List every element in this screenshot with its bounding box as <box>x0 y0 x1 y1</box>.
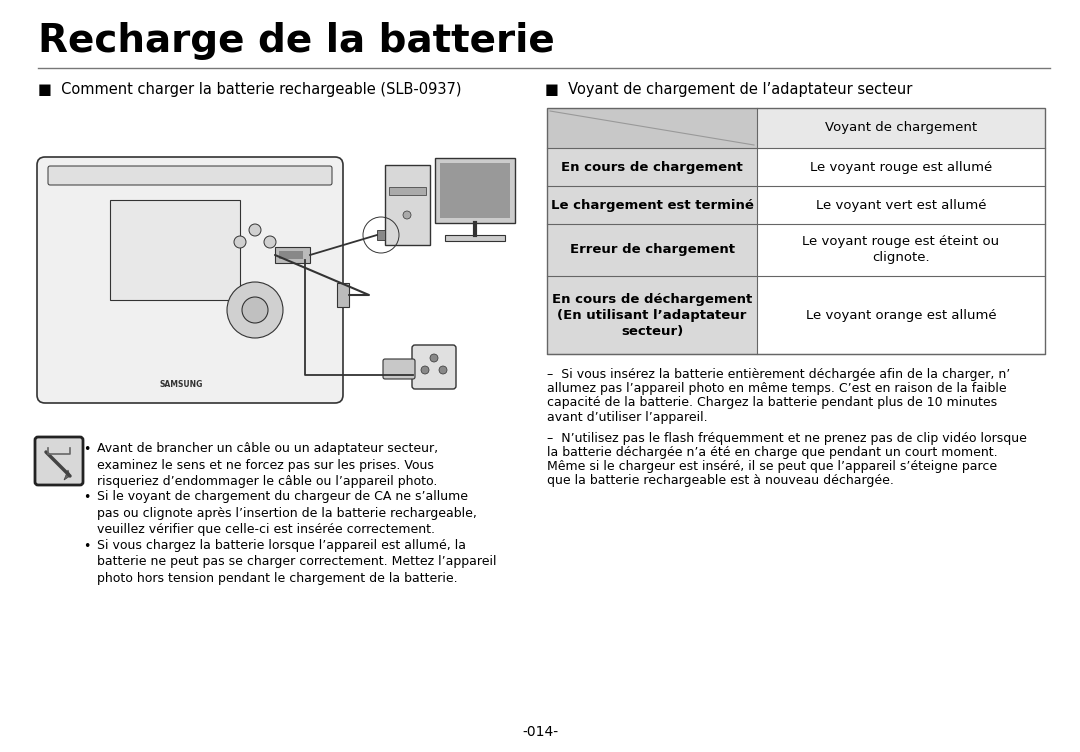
Polygon shape <box>64 470 70 480</box>
Bar <box>546 224 757 276</box>
Text: -014-: -014- <box>522 725 558 739</box>
Text: En cours de déchargement
(En utilisant l’adaptateur
secteur): En cours de déchargement (En utilisant l… <box>552 293 752 338</box>
Bar <box>546 186 757 224</box>
FancyBboxPatch shape <box>275 247 310 263</box>
Bar <box>546 276 757 354</box>
Bar <box>757 276 1045 354</box>
FancyBboxPatch shape <box>383 359 415 379</box>
Bar <box>435 158 515 223</box>
Bar <box>384 165 430 245</box>
Text: Recharge de la batterie: Recharge de la batterie <box>38 22 555 60</box>
Text: Avant de brancher un câble ou un adaptateur secteur,
examinez le sens et ne forc: Avant de brancher un câble ou un adaptat… <box>97 442 438 488</box>
Text: Le voyant rouge est éteint ou
clignote.: Le voyant rouge est éteint ou clignote. <box>802 235 1000 265</box>
Text: Si vous chargez la batterie lorsque l’appareil est allumé, la
batterie ne peut p: Si vous chargez la batterie lorsque l’ap… <box>97 538 497 585</box>
Text: Le chargement est terminé: Le chargement est terminé <box>551 199 754 211</box>
Bar <box>757 224 1045 276</box>
Bar <box>546 108 1045 354</box>
Text: –  Si vous insérez la batterie entièrement déchargée afin de la charger, n’: – Si vous insérez la batterie entièremen… <box>546 368 1010 381</box>
Circle shape <box>264 236 276 248</box>
Circle shape <box>242 297 268 323</box>
Circle shape <box>430 354 438 362</box>
Text: •: • <box>83 491 91 505</box>
Bar <box>445 235 505 241</box>
Text: •: • <box>83 540 91 553</box>
Circle shape <box>438 366 447 374</box>
Text: Même si le chargeur est inséré, il se peut que l’appareil s’éteigne parce: Même si le chargeur est inséré, il se pe… <box>546 460 997 473</box>
Text: Le voyant rouge est allumé: Le voyant rouge est allumé <box>810 160 993 174</box>
Bar <box>279 251 303 259</box>
Circle shape <box>403 211 411 219</box>
Text: Si le voyant de chargement du chargeur de CA ne s’allume
pas ou clignote après l: Si le voyant de chargement du chargeur d… <box>97 490 477 536</box>
Text: Le voyant orange est allumé: Le voyant orange est allumé <box>806 308 997 322</box>
Bar <box>546 108 757 148</box>
Circle shape <box>234 236 246 248</box>
Bar <box>757 148 1045 186</box>
Text: la batterie déchargée n’a été en charge que pendant un court moment.: la batterie déchargée n’a été en charge … <box>546 446 998 459</box>
Circle shape <box>227 282 283 338</box>
Text: Erreur de chargement: Erreur de chargement <box>569 244 734 256</box>
FancyBboxPatch shape <box>35 437 83 485</box>
Text: Le voyant vert est allumé: Le voyant vert est allumé <box>815 199 986 211</box>
FancyBboxPatch shape <box>411 345 456 389</box>
Bar <box>389 187 426 195</box>
Circle shape <box>421 366 429 374</box>
Text: allumez pas l’appareil photo en même temps. C’est en raison de la faible: allumez pas l’appareil photo en même tem… <box>546 382 1007 396</box>
Text: ■  Voyant de chargement de l’adaptateur secteur: ■ Voyant de chargement de l’adaptateur s… <box>545 82 913 97</box>
Text: En cours de chargement: En cours de chargement <box>562 160 743 174</box>
Text: –  N’utilisez pas le flash fréquemment et ne prenez pas de clip vidéo lorsque: – N’utilisez pas le flash fréquemment et… <box>546 432 1027 444</box>
FancyBboxPatch shape <box>48 166 332 185</box>
Circle shape <box>249 224 261 236</box>
Bar <box>440 163 510 218</box>
Bar <box>546 148 757 186</box>
Text: Voyant de chargement: Voyant de chargement <box>825 122 977 135</box>
Bar <box>110 200 240 300</box>
Text: SAMSUNG: SAMSUNG <box>160 380 203 389</box>
Text: ■  Comment charger la batterie rechargeable (SLB-0937): ■ Comment charger la batterie rechargeab… <box>38 82 461 97</box>
Bar <box>757 108 1045 148</box>
Bar <box>757 186 1045 224</box>
Bar <box>377 230 384 240</box>
Text: capacité de la batterie. Chargez la batterie pendant plus de 10 minutes: capacité de la batterie. Chargez la batt… <box>546 396 997 409</box>
FancyBboxPatch shape <box>37 157 343 403</box>
Text: avant d’utiliser l’appareil.: avant d’utiliser l’appareil. <box>546 411 707 423</box>
FancyBboxPatch shape <box>337 283 349 307</box>
Text: •: • <box>83 443 91 456</box>
Text: que la batterie rechargeable est à nouveau déchargée.: que la batterie rechargeable est à nouve… <box>546 475 894 487</box>
